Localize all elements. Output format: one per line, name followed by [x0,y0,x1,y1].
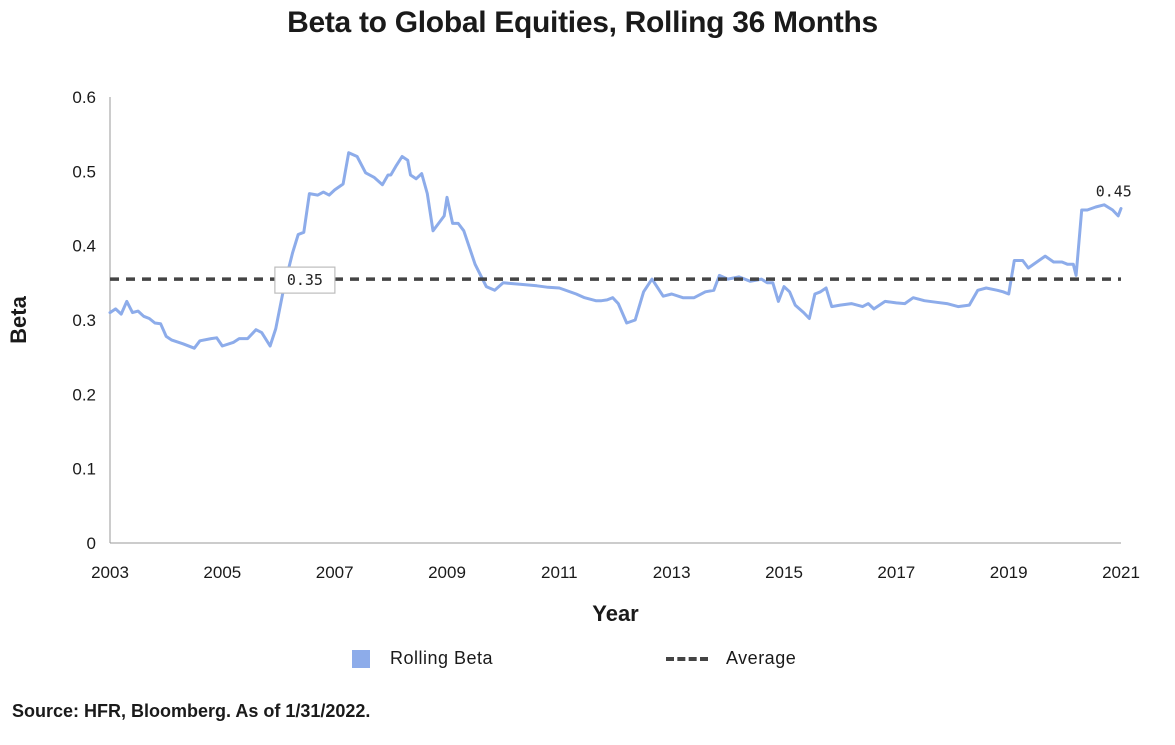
x-tick-label: 2011 [541,563,578,582]
annotation-latest-value: 0.45 [1096,183,1132,201]
rolling-beta-line [108,151,1123,350]
x-tick-label: 2007 [316,563,354,582]
y-tick-label: 0.5 [72,162,96,181]
chart-legend: Rolling Beta Average [0,648,1165,678]
y-tick-label: 0 [87,534,96,553]
x-axis-ticks: 2003 2005 2007 2009 2011 2013 2015 2017 2019 2021 [91,563,1140,582]
x-tick-label: 2005 [203,563,241,582]
x-tick-label: 2015 [765,563,803,582]
x-tick-label: 2003 [91,563,129,582]
legend-label-average: Average [726,648,797,668]
legend-swatch-rolling-beta [352,649,370,668]
x-tick-label: 2017 [877,563,915,582]
legend-label-rolling-beta: Rolling Beta [390,648,494,668]
y-axis-ticks: 0 0.1 0.2 0.3 0.4 0.5 0.6 [72,88,96,553]
y-tick-label: 0.2 [72,385,96,404]
annotation-box [274,266,336,294]
annotations: 0.35 0.45 [274,183,1132,294]
x-tick-label: 2013 [653,563,691,582]
y-tick-label: 0.3 [72,311,96,330]
annotation-average-value: 0.35 [287,271,323,289]
y-tick-label: 0.4 [72,237,96,256]
legend-swatch-average [666,656,708,661]
x-tick-label: 2009 [428,563,466,582]
x-axis-title: Year [592,601,639,626]
y-axis-title: Beta [6,295,31,343]
chart-title: Beta to Global Equities, Rolling 36 Mont… [287,6,878,39]
legend-item-average: Average [666,648,796,669]
y-tick-label: 0.1 [72,460,96,479]
source-note: Source: HFR, Bloomberg. As of 1/31/2022. [12,701,371,721]
x-tick-label: 2019 [990,563,1028,582]
y-tick-label: 0.6 [72,88,96,107]
x-tick-label: 2021 [1102,563,1140,582]
legend-item-rolling-beta: Rolling Beta [352,648,493,669]
